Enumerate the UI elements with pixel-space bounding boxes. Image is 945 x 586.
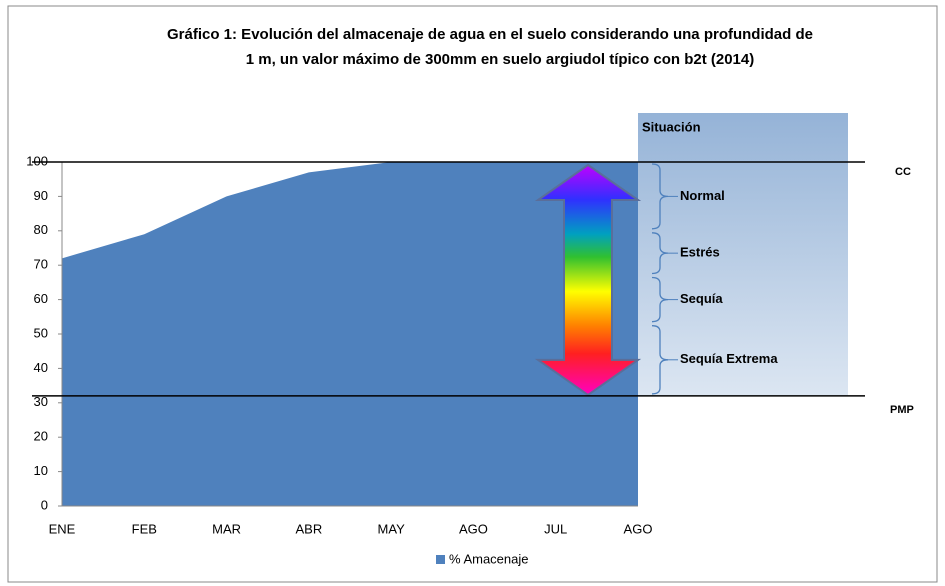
area xyxy=(62,162,638,506)
y-tick-label: 0 xyxy=(41,497,48,512)
y-tick-label: 50 xyxy=(34,325,48,340)
y-tick-label: 90 xyxy=(34,188,48,203)
y-tick-label: 80 xyxy=(34,222,48,237)
y-tick-label: 10 xyxy=(34,463,48,478)
chart-title: 1 m, un valor máximo de 300mm en suelo a… xyxy=(246,51,754,68)
x-tick-label: ENE xyxy=(49,521,76,536)
x-tick-label: FEB xyxy=(132,521,157,536)
legend-swatch xyxy=(436,555,445,564)
y-tick-label: 100 xyxy=(26,153,48,168)
y-tick-label: 40 xyxy=(34,360,48,375)
x-tick-label: AGO xyxy=(624,521,653,536)
situation-box xyxy=(638,113,848,396)
chart-title: Gráfico 1: Evolución del almacenaje de a… xyxy=(167,26,813,43)
situation-title: Situación xyxy=(642,119,701,134)
y-tick-label: 30 xyxy=(34,394,48,409)
x-tick-label: ABR xyxy=(295,521,322,536)
double-arrow xyxy=(534,163,642,397)
situation-label: Estrés xyxy=(680,245,720,260)
situation-label: Sequía Extrema xyxy=(680,351,778,366)
legend-label: % Amacenaje xyxy=(449,551,529,566)
y-tick-label: 20 xyxy=(34,429,48,444)
y-tick-label: 60 xyxy=(34,291,48,306)
reference-label: CC xyxy=(895,166,911,178)
situation-label: Sequía xyxy=(680,291,723,306)
x-tick-label: MAY xyxy=(378,521,406,536)
y-tick-label: 70 xyxy=(34,257,48,272)
reference-label: PMP xyxy=(890,404,914,416)
situation-label: Normal xyxy=(680,188,725,203)
x-tick-label: MAR xyxy=(212,521,241,536)
x-tick-label: AGO xyxy=(459,521,488,536)
x-tick-label: JUL xyxy=(544,521,567,536)
